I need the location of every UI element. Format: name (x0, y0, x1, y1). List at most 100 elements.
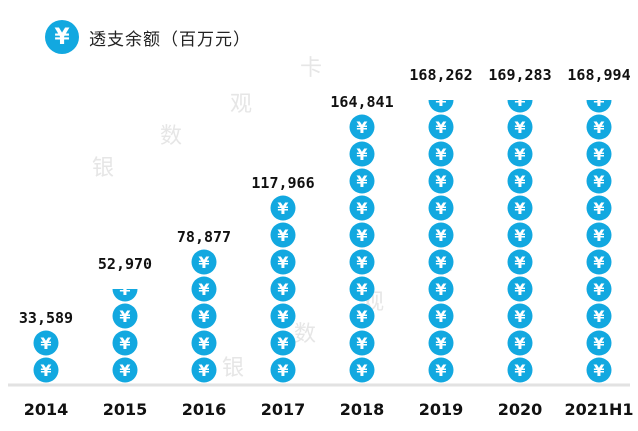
coin-symbol: ¥ (277, 334, 288, 353)
coin-symbol: ¥ (277, 253, 288, 272)
coin-symbol: ¥ (593, 361, 604, 380)
coin-symbol: ¥ (435, 307, 446, 326)
coin-symbol: ¥ (356, 118, 367, 137)
coin-symbol: ¥ (593, 199, 604, 218)
coin-symbol: ¥ (356, 226, 367, 245)
coin-symbol: ¥ (119, 334, 130, 353)
coin (586, 303, 612, 329)
coin (586, 168, 612, 194)
coin-symbol: ¥ (514, 226, 525, 245)
bar: ¥ ¥33,589 2014 (19, 309, 73, 419)
coin-symbol: ¥ (356, 280, 367, 299)
coin (191, 357, 217, 383)
coin (349, 141, 375, 167)
coin-symbol: ¥ (593, 334, 604, 353)
coin-symbol: ¥ (198, 253, 209, 272)
coin (507, 168, 533, 194)
coin-symbol: ¥ (198, 334, 209, 353)
coin (428, 168, 454, 194)
coin (507, 114, 533, 140)
coin-symbol: ¥ (514, 307, 525, 326)
svg-text:¥: ¥ (514, 91, 525, 110)
watermark-char: 观 (230, 92, 253, 117)
coin-symbol: ¥ (593, 172, 604, 191)
coin (428, 330, 454, 356)
coin (112, 330, 138, 356)
coin-symbol: ¥ (514, 118, 525, 137)
svg-text:¥: ¥ (119, 280, 130, 299)
coin-symbol: ¥ (593, 307, 604, 326)
coin (349, 330, 375, 356)
coin-symbol: ¥ (277, 307, 288, 326)
coin (349, 195, 375, 221)
data-label: 78,877 (177, 228, 231, 246)
coin-symbol: ¥ (435, 280, 446, 299)
coin (349, 249, 375, 275)
coin-symbol: ¥ (435, 361, 446, 380)
coin-symbol: ¥ (40, 361, 51, 380)
svg-text:¥: ¥ (435, 91, 446, 110)
coin (270, 303, 296, 329)
coin-symbol: ¥ (435, 199, 446, 218)
coin-symbol: ¥ (277, 199, 288, 218)
coin (428, 114, 454, 140)
coin (349, 114, 375, 140)
coin (428, 141, 454, 167)
coin (270, 222, 296, 248)
coin (586, 330, 612, 356)
coin-symbol: ¥ (40, 334, 51, 353)
coin-symbol: ¥ (356, 199, 367, 218)
coin (586, 222, 612, 248)
coin (191, 276, 217, 302)
coin-symbol: ¥ (198, 361, 209, 380)
coin (507, 330, 533, 356)
bar: ¥ ¥ ¥ ¥ ¥ ¥ ¥ ¥ ¥ ¥ ¥168,994 2021H1 (564, 66, 633, 419)
coin (349, 357, 375, 383)
partial-coin: ¥ (428, 91, 454, 113)
coin (507, 141, 533, 167)
coin (428, 303, 454, 329)
coin (586, 114, 612, 140)
data-label: 164,841 (330, 93, 393, 111)
watermark-char: 数 (160, 124, 183, 149)
data-label: 169,283 (488, 66, 551, 84)
coin (507, 222, 533, 248)
coin-symbol: ¥ (356, 307, 367, 326)
coin-symbol: ¥ (593, 280, 604, 299)
data-label: 117,966 (251, 174, 314, 192)
coin-symbol: ¥ (514, 334, 525, 353)
x-tick-label: 2016 (182, 400, 227, 419)
data-label: 168,262 (409, 66, 472, 84)
coin-symbol: ¥ (356, 361, 367, 380)
yen-coin-icon: ¥ (45, 20, 79, 54)
watermark-char: 银 (92, 156, 115, 181)
coin (33, 330, 59, 356)
coin (507, 303, 533, 329)
coin (191, 249, 217, 275)
coin-symbol: ¥ (198, 280, 209, 299)
coin (428, 276, 454, 302)
coin (586, 276, 612, 302)
coin (586, 141, 612, 167)
svg-text:¥: ¥ (593, 91, 604, 110)
coin-symbol: ¥ (514, 145, 525, 164)
coin (507, 249, 533, 275)
coin-symbol: ¥ (435, 253, 446, 272)
coin-symbol: ¥ (356, 253, 367, 272)
x-tick-label: 2014 (24, 400, 69, 419)
coin-symbol: ¥ (435, 172, 446, 191)
coin (428, 249, 454, 275)
coin-symbol: ¥ (277, 280, 288, 299)
x-tick-label: 2018 (340, 400, 385, 419)
coin (586, 357, 612, 383)
bar: ¥ ¥ ¥ ¥ ¥78,877 2016 (177, 228, 231, 419)
legend: ¥ 透支余额（百万元） (45, 20, 251, 54)
coin (349, 222, 375, 248)
data-label: 52,970 (98, 255, 152, 273)
coin (586, 195, 612, 221)
coin-symbol: ¥ (356, 145, 367, 164)
coin-symbol: ¥ (514, 172, 525, 191)
coin-symbol: ¥ (119, 307, 130, 326)
coin (191, 303, 217, 329)
